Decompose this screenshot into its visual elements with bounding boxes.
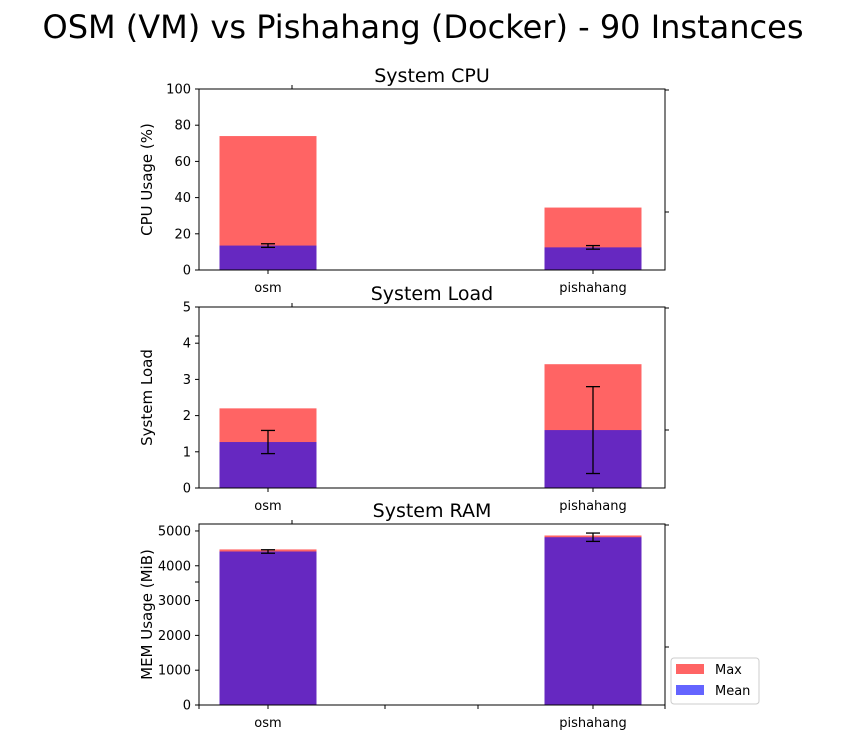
- y-tick-label: 100: [166, 83, 191, 98]
- y-axis-label: MEM Usage (MiB): [138, 549, 156, 680]
- error-bar-pishahang: [586, 244, 600, 250]
- y-tick-label: 4: [183, 337, 191, 352]
- x-tick-label: pishahang: [559, 499, 627, 514]
- x-tick-label: osm: [254, 281, 281, 296]
- y-tick-label: 5: [183, 301, 191, 316]
- y-tick-label: 0: [183, 264, 191, 279]
- error-bar-osm: [261, 549, 275, 554]
- chart-title: System Load: [371, 283, 493, 305]
- chart-panel: osm pishahang 0 1000 2000 3000 4000 5000 System …: [138, 500, 669, 731]
- legend-swatch-mean: [676, 685, 704, 695]
- y-axis-label: System Load: [138, 349, 156, 446]
- y-tick-label: 3: [183, 373, 191, 388]
- y-tick-label: 2: [183, 409, 191, 424]
- error-bar-pishahang: [586, 532, 600, 543]
- legend-swatch-max: [676, 664, 704, 674]
- axes-frame: [198, 88, 666, 271]
- x-tick-label: osm: [254, 716, 281, 731]
- y-tick-label: 80: [174, 119, 191, 134]
- figure-title: OSM (VM) vs Pishahang (Docker) - 90 Inst…: [43, 8, 804, 46]
- error-bar-osm: [261, 243, 275, 249]
- y-tick-label: 1: [183, 445, 191, 460]
- error-bar-osm: [261, 429, 275, 455]
- y-tick-label: 0: [183, 482, 191, 497]
- legend-label-mean: Mean: [715, 684, 750, 699]
- chart-panel: osm pishahang 0 1 2 3 4 5 System Load System Load: [138, 283, 669, 514]
- x-tick-label: pishahang: [559, 716, 627, 731]
- bar-mean-osm: [219, 551, 317, 705]
- y-axis-label: CPU Usage (%): [138, 123, 156, 236]
- y-tick-label: 20: [174, 227, 191, 242]
- y-tick-label: 1000: [158, 664, 191, 679]
- y-tick-label: 2000: [158, 629, 191, 644]
- legend-label-max: Max: [715, 663, 742, 678]
- x-tick-label: osm: [254, 499, 281, 514]
- y-tick-label: 3000: [158, 594, 191, 609]
- axes-frame: [198, 306, 666, 489]
- bar-mean-pishahang: [544, 537, 642, 705]
- axes-frame: [198, 523, 666, 706]
- legend: Max Mean: [670, 657, 760, 705]
- x-tick-label: pishahang: [559, 281, 627, 296]
- y-tick-label: 5000: [158, 524, 191, 539]
- chart-panel: osm pishahang 0 20 40 60 80 100 System CPU CPU Us…: [138, 65, 669, 296]
- error-bar-pishahang: [586, 385, 600, 475]
- chart-title: System RAM: [373, 500, 492, 522]
- y-tick-label: 60: [174, 155, 191, 170]
- chart-title: System CPU: [374, 65, 490, 87]
- y-tick-label: 40: [174, 191, 191, 206]
- bar-mean-pishahang: [544, 247, 642, 270]
- y-tick-label: 0: [183, 699, 191, 714]
- y-tick-label: 4000: [158, 559, 191, 574]
- bar-mean-osm: [219, 245, 317, 270]
